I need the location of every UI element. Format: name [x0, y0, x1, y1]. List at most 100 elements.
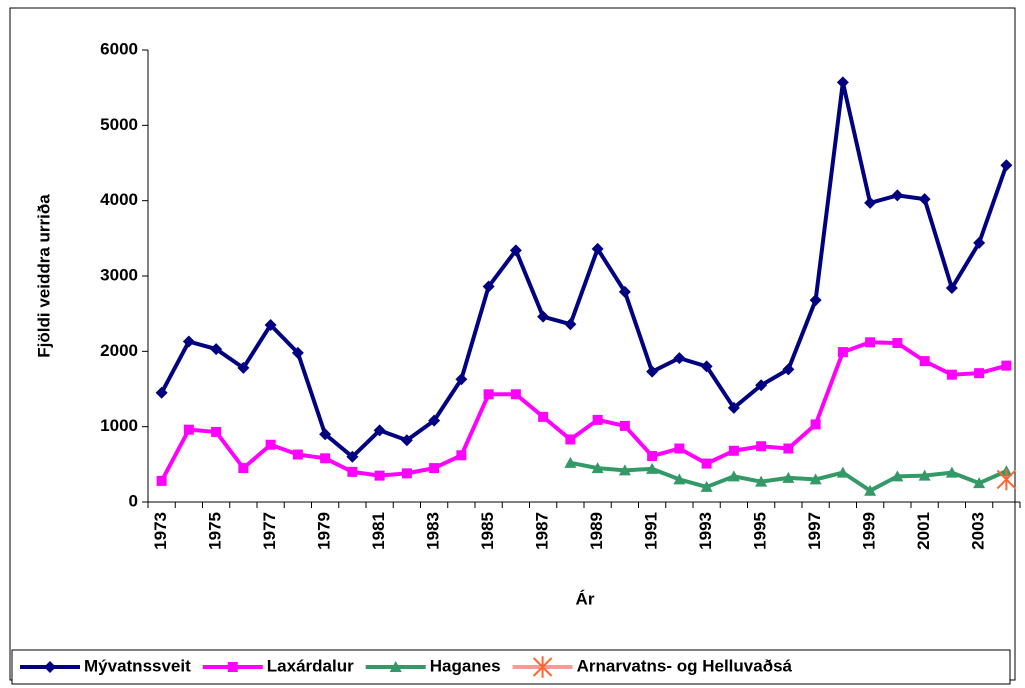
- chart-frame: [9, 7, 1016, 681]
- marker: [864, 484, 877, 496]
- marker: [727, 470, 740, 482]
- marker: [591, 242, 604, 255]
- marker: [292, 449, 303, 460]
- marker: [891, 189, 904, 202]
- x-tick-label: 1997: [805, 512, 824, 550]
- marker: [618, 285, 631, 298]
- legend-label: Haganes: [430, 656, 501, 675]
- marker: [509, 244, 522, 257]
- marker: [455, 373, 468, 386]
- legend-label: Mývatnssveit: [84, 656, 191, 675]
- marker: [755, 379, 768, 392]
- marker: [346, 450, 359, 463]
- marker: [456, 450, 467, 461]
- marker: [618, 464, 631, 476]
- x-tick-label: 1975: [206, 512, 225, 550]
- marker: [865, 337, 876, 348]
- y-tick-label: 1000: [100, 416, 138, 435]
- y-tick-label: 0: [129, 491, 138, 510]
- marker: [482, 280, 495, 293]
- marker: [538, 411, 549, 422]
- x-axis-title: Ár: [576, 589, 595, 608]
- marker: [483, 389, 494, 400]
- marker: [400, 434, 413, 447]
- marker: [700, 480, 713, 492]
- marker: [428, 414, 441, 427]
- marker: [646, 365, 659, 378]
- marker: [701, 458, 712, 469]
- marker: [156, 475, 167, 486]
- marker: [237, 361, 250, 374]
- marker: [537, 310, 550, 323]
- marker: [755, 475, 768, 487]
- marker: [727, 401, 740, 414]
- x-tick-label: 1991: [642, 512, 661, 550]
- marker: [864, 196, 877, 209]
- marker: [973, 477, 986, 489]
- marker: [974, 368, 985, 379]
- x-tick-label: 1983: [424, 512, 443, 550]
- marker: [674, 443, 685, 454]
- marker: [211, 426, 222, 437]
- marker: [510, 389, 521, 400]
- marker: [389, 661, 402, 672]
- marker: [210, 343, 223, 356]
- marker: [591, 462, 604, 474]
- y-tick-label: 6000: [100, 39, 138, 58]
- marker: [564, 318, 577, 331]
- marker: [647, 451, 658, 462]
- marker: [996, 468, 1017, 491]
- marker: [44, 661, 56, 673]
- marker: [401, 468, 412, 479]
- marker: [673, 352, 686, 365]
- marker: [836, 76, 849, 89]
- marker: [836, 466, 849, 478]
- legend-item: Haganes: [365, 656, 501, 675]
- x-tick-label: 2003: [969, 512, 988, 550]
- y-tick-label: 2000: [100, 341, 138, 360]
- marker: [238, 463, 249, 474]
- marker: [564, 456, 577, 468]
- legend-box: [11, 649, 1011, 685]
- x-tick-label: 1985: [478, 512, 497, 550]
- marker: [1000, 159, 1013, 172]
- marker: [347, 466, 358, 477]
- marker: [809, 473, 822, 485]
- marker: [782, 471, 795, 483]
- y-tick-label: 5000: [100, 115, 138, 134]
- y-tick-label: 3000: [100, 265, 138, 284]
- marker: [892, 338, 903, 349]
- marker: [1001, 360, 1012, 371]
- marker: [973, 236, 986, 249]
- marker: [264, 318, 277, 331]
- y-tick-label: 4000: [100, 190, 138, 209]
- marker: [182, 335, 195, 348]
- marker: [155, 386, 168, 399]
- marker: [373, 424, 386, 437]
- marker: [291, 346, 304, 359]
- x-tick-label: 1993: [696, 512, 715, 550]
- x-tick-label: 2001: [914, 512, 933, 550]
- marker: [945, 466, 958, 478]
- marker: [673, 473, 686, 485]
- marker: [945, 282, 958, 295]
- marker: [429, 463, 440, 474]
- x-tick-label: 1981: [369, 512, 388, 550]
- x-tick-label: 1987: [533, 512, 552, 550]
- marker: [837, 347, 848, 358]
- x-tick-label: 1977: [260, 512, 279, 550]
- marker: [728, 445, 739, 456]
- marker: [265, 439, 276, 450]
- marker: [319, 428, 332, 441]
- marker: [619, 420, 630, 431]
- marker: [700, 360, 713, 373]
- marker: [592, 414, 603, 425]
- legend-item: Arnarvatns- og Helluvaðsá: [512, 656, 793, 678]
- x-tick-label: 1989: [587, 512, 606, 550]
- marker: [919, 356, 930, 367]
- marker: [756, 441, 767, 452]
- marker: [918, 193, 931, 206]
- x-tick-label: 1973: [151, 512, 170, 550]
- marker: [891, 470, 904, 482]
